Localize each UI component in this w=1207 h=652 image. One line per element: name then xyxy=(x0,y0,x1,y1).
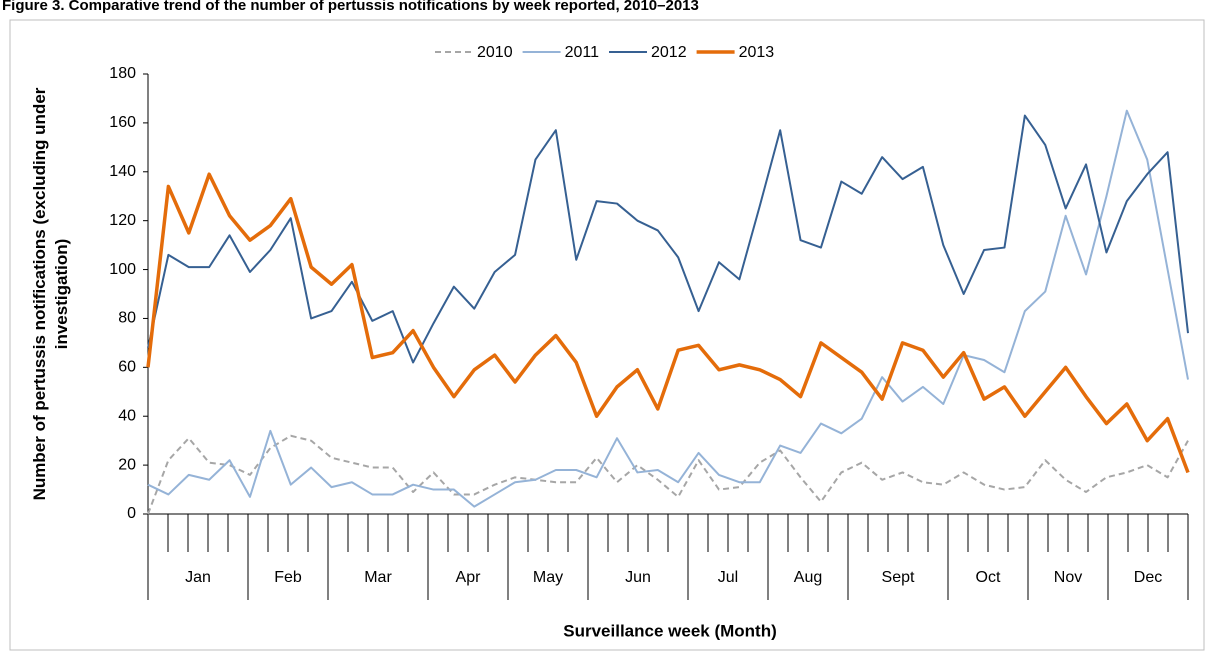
y-tick-label: 180 xyxy=(109,65,136,82)
series-line xyxy=(146,172,1190,474)
chart-title: Figure 3. Comparative trend of the numbe… xyxy=(2,0,699,14)
x-group-label: Sept xyxy=(882,569,915,586)
legend-label: 2011 xyxy=(565,44,600,61)
x-group-label: Jan xyxy=(185,569,211,586)
y-tick-label: 140 xyxy=(109,163,136,180)
y-tick-label: 60 xyxy=(118,359,136,376)
y-tick-label: 40 xyxy=(118,407,136,424)
y-tick-label: 0 xyxy=(127,505,136,522)
y-tick-label: 160 xyxy=(109,114,136,131)
x-group-label: Feb xyxy=(274,569,302,586)
x-group-label: Dec xyxy=(1134,569,1162,586)
y-axis-label: Number of pertussis notifications (exclu… xyxy=(30,87,71,500)
x-group-label: Nov xyxy=(1054,569,1082,586)
series-line xyxy=(147,114,1189,364)
x-group-label: Jun xyxy=(625,569,651,586)
y-tick-label: 100 xyxy=(109,261,136,278)
series-line xyxy=(147,109,1189,508)
y-tick-label: 20 xyxy=(118,456,136,473)
x-group-label: Aug xyxy=(794,569,822,586)
x-group-label: Mar xyxy=(364,569,392,586)
legend-label: 2012 xyxy=(651,44,687,61)
chart-frame xyxy=(9,19,1205,651)
legend-label: 2010 xyxy=(477,44,513,61)
x-group-label: Jul xyxy=(718,569,738,586)
legend-label: 2013 xyxy=(739,44,775,61)
x-group-label: Apr xyxy=(456,569,482,586)
series-line xyxy=(147,434,1189,515)
x-axis-label: Surveillance week (Month) xyxy=(563,621,777,640)
y-tick-label: 80 xyxy=(118,310,136,327)
x-group-label: Oct xyxy=(976,569,1001,586)
y-tick-label: 120 xyxy=(109,212,136,229)
x-group-label: May xyxy=(533,569,563,586)
